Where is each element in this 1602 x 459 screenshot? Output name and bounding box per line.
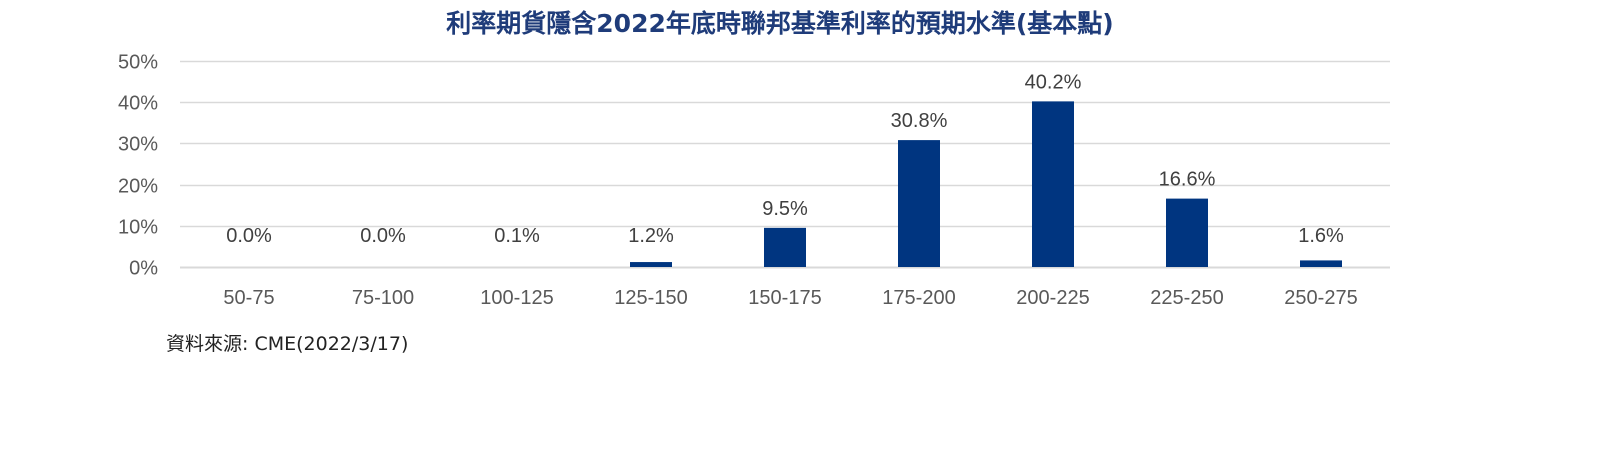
x-category-label: 75-100 <box>352 287 414 309</box>
data-label: 1.2% <box>628 225 674 247</box>
x-category-label: 175-200 <box>882 287 955 309</box>
y-tick-label: 20% <box>118 176 158 198</box>
y-tick-label: 10% <box>118 217 158 239</box>
source-note: 資料來源: CME(2022/3/17) <box>166 333 409 355</box>
x-axis-categories: 50-75 75-100 100-125 125-150 150-175 175-200 2… <box>223 287 1357 309</box>
x-category-label: 225-250 <box>1150 287 1223 309</box>
data-label: 0.1% <box>494 225 540 247</box>
data-label: 0.0% <box>226 225 272 247</box>
bars <box>630 101 1342 267</box>
y-tick-label: 50% <box>118 52 158 74</box>
data-labels: 0.0% 0.0% 0.1% 1.2% 9.5% 30.8% 40.2% 16.6% 1.6% <box>226 71 1344 247</box>
chart-title: 利率期貨隱含2022年底時聯邦基準利率的預期水準(基本點) <box>446 9 1114 38</box>
bar <box>898 140 940 267</box>
gridlines <box>180 60 1390 269</box>
y-axis-ticks: 0% 10% 20% 30% 40% 50% <box>118 52 158 280</box>
bar <box>1166 198 1208 267</box>
x-category-label: 100-125 <box>480 287 553 309</box>
bar <box>1300 260 1342 267</box>
bar <box>630 262 672 267</box>
y-tick-label: 40% <box>118 93 158 115</box>
data-label: 16.6% <box>1159 169 1216 191</box>
y-tick-label: 0% <box>129 258 158 280</box>
data-label: 40.2% <box>1025 71 1082 93</box>
x-category-label: 250-275 <box>1284 287 1357 309</box>
data-label: 9.5% <box>762 198 808 220</box>
data-label: 1.6% <box>1298 225 1344 247</box>
bar <box>1032 101 1074 267</box>
data-label: 0.0% <box>360 225 406 247</box>
x-category-label: 50-75 <box>223 287 274 309</box>
bar <box>764 227 806 267</box>
data-label: 30.8% <box>891 110 948 132</box>
y-tick-label: 30% <box>118 134 158 156</box>
x-category-label: 125-150 <box>614 287 687 309</box>
x-category-label: 150-175 <box>748 287 821 309</box>
x-category-label: 200-225 <box>1016 287 1089 309</box>
